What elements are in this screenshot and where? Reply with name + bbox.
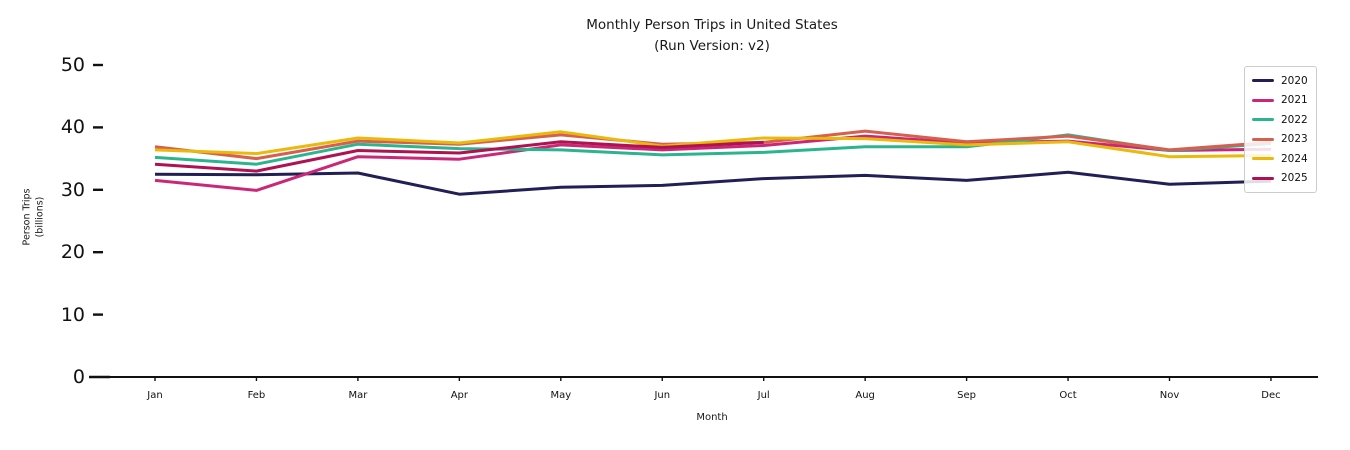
legend-item-2025: 2025 [1252, 169, 1308, 189]
line-2025 [154, 140, 764, 173]
legend-label: 2023 [1281, 133, 1308, 146]
line-2020 [154, 170, 1272, 196]
x-axis-label: Month [696, 412, 728, 423]
x-tick-label: Oct [1059, 390, 1077, 401]
legend-label: 2025 [1281, 172, 1308, 185]
x-tick-label: Apr [450, 390, 468, 401]
legend-swatch-2022 [1252, 118, 1274, 122]
legend-swatch-2020 [1252, 79, 1274, 83]
x-tick-label: Sep [957, 390, 977, 401]
chart-title: Monthly Person Trips in United States [586, 17, 838, 33]
legend-item-2021: 2021 [1252, 91, 1308, 111]
legend-label: 2021 [1281, 94, 1308, 107]
legend: 2020 2021 2022 2023 2024 2025 [1244, 66, 1317, 193]
line-2024 [154, 130, 1272, 159]
x-tick-label: Jul [757, 390, 770, 401]
legend-item-2023: 2023 [1252, 130, 1308, 150]
x-tick-label: Feb [247, 390, 266, 401]
chart-subtitle: (Run Version: v2) [654, 37, 770, 54]
legend-item-2020: 2020 [1252, 71, 1308, 91]
legend-swatch-2023 [1252, 137, 1274, 141]
x-tick-label: Aug [855, 390, 875, 401]
y-tick-label: 30 [60, 178, 85, 201]
x-tick-label: Jun [654, 390, 671, 401]
y-tick-label: 40 [60, 116, 85, 139]
line-2021 [154, 134, 1272, 192]
x-tick-label: Nov [1159, 390, 1180, 401]
x-tick-label: Mar [348, 390, 368, 401]
x-tick-label: Dec [1261, 390, 1281, 401]
legend-item-2024: 2024 [1252, 149, 1308, 169]
y-tick-label: 20 [60, 241, 85, 264]
y-tick-label: 10 [60, 303, 85, 326]
y-tick-label: 0 [72, 366, 85, 388]
x-tick-label: May [550, 390, 572, 401]
legend-swatch-2025 [1252, 176, 1274, 180]
legend-swatch-2024 [1252, 157, 1274, 161]
legend-label: 2020 [1281, 74, 1308, 87]
chart-title-block: Monthly Person Trips in United States (R… [586, 15, 837, 57]
legend-item-2022: 2022 [1252, 110, 1308, 130]
x-tick-label: Jan [147, 390, 163, 401]
line-2022 [154, 133, 1272, 166]
legend-label: 2024 [1281, 152, 1308, 165]
legend-swatch-2021 [1252, 98, 1274, 102]
legend-label: 2022 [1281, 113, 1308, 126]
y-tick-label: 50 [60, 54, 85, 76]
